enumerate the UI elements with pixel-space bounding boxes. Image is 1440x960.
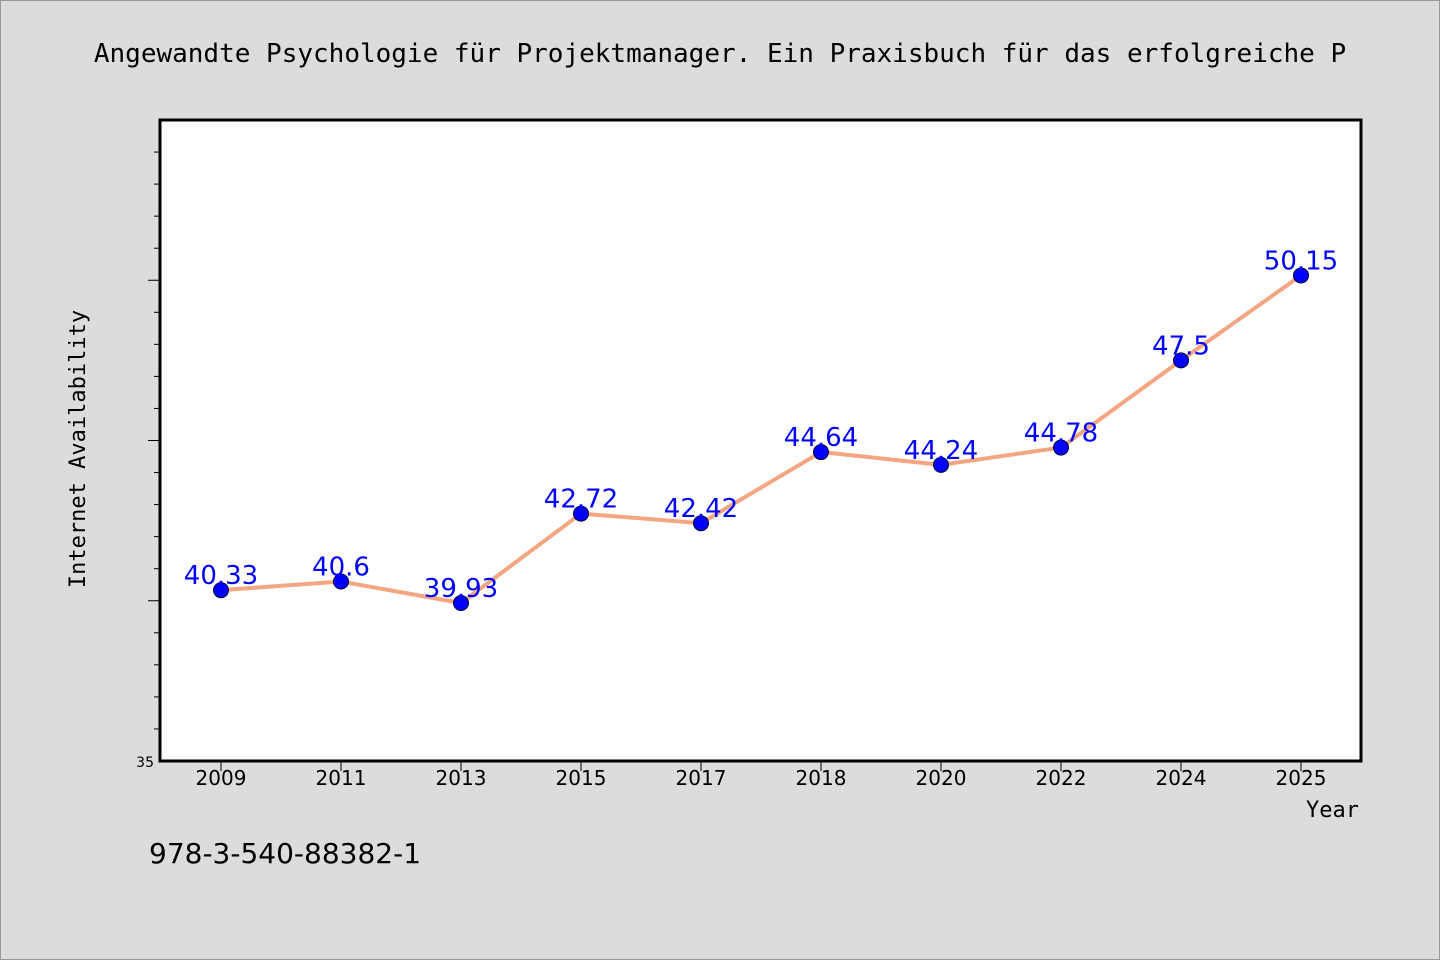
- data-point: [1173, 352, 1189, 369]
- y-axis-label: Internet Availability: [66, 310, 91, 588]
- data-label: 42.72: [544, 485, 618, 515]
- x-tick-label: 2018: [796, 766, 847, 790]
- data-point: [693, 515, 709, 532]
- x-tick-label: 2020: [916, 766, 967, 790]
- data-label: 42.42: [664, 494, 738, 524]
- data-point: [1053, 439, 1069, 456]
- data-point: [213, 582, 229, 599]
- data-label: 44.64: [784, 423, 858, 453]
- x-tick-label: 2013: [436, 766, 487, 790]
- data-label: 40.33: [184, 561, 258, 591]
- series-line: [219, 273, 1303, 605]
- data-point: [333, 573, 349, 590]
- y-tick-label: 35: [136, 755, 154, 771]
- data-point: [813, 444, 829, 461]
- y-axis-ticks: 35: [136, 151, 160, 771]
- footer-isbn: 978-3-540-88382-1: [149, 837, 421, 870]
- chart-title: Angewandte Psychologie für Projektmanage…: [94, 39, 1346, 69]
- data-point: [453, 594, 469, 611]
- x-tick-label: 2017: [676, 766, 727, 790]
- x-tick-label: 2022: [1036, 766, 1087, 790]
- data-point: [573, 505, 589, 522]
- plot-area: [158, 118, 1363, 763]
- x-axis-ticks: 2009 2011 2013 2015 2017 2018 2020 2022 2024 2025: [196, 761, 1327, 790]
- data-point: [1293, 267, 1309, 284]
- data-label: 39.93: [424, 574, 498, 604]
- x-axis-label: Year: [1306, 798, 1359, 823]
- x-tick-label: 2015: [556, 766, 607, 790]
- data-label: 40.6: [312, 553, 370, 583]
- x-tick-label: 2009: [196, 766, 247, 790]
- x-tick-label: 2024: [1156, 766, 1207, 790]
- data-label: 47.5: [1152, 331, 1210, 361]
- x-tick-label: 2025: [1276, 766, 1327, 790]
- series-group: 40.33 40.6 39.93 42.72 42.42 44.64 44.24 44.78 4…: [184, 246, 1338, 611]
- data-point: [933, 456, 949, 473]
- data-label: 44.24: [904, 436, 978, 466]
- x-tick-label: 2011: [316, 766, 367, 790]
- data-label: 44.78: [1024, 419, 1098, 449]
- data-label: 50.15: [1264, 246, 1338, 276]
